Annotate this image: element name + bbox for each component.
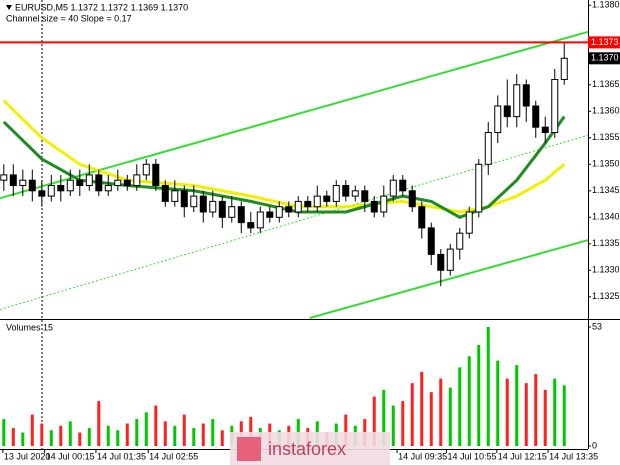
candle-body xyxy=(332,185,340,202)
candle-body xyxy=(9,174,17,186)
candle-body xyxy=(95,174,103,192)
moving-average xyxy=(2,99,566,214)
candle-body xyxy=(199,195,207,213)
candle-body xyxy=(19,179,27,186)
y-tick-label: 1.1335 xyxy=(592,238,620,248)
candle-body xyxy=(209,200,217,213)
candle-body xyxy=(28,179,36,192)
x-tick-label: 14 Jul 10:55 xyxy=(447,451,496,461)
candle-body xyxy=(380,195,388,213)
candle-body xyxy=(427,227,435,255)
candle-body xyxy=(465,211,473,234)
level-label: 1.1373 xyxy=(591,37,619,47)
watermark-text: instaforex xyxy=(268,439,346,459)
candle-body xyxy=(38,190,46,197)
candle-body xyxy=(323,195,331,202)
candle-body xyxy=(85,174,93,186)
candle-body xyxy=(494,105,502,133)
candle-body xyxy=(171,190,179,202)
channel-line xyxy=(309,239,589,319)
candle-body xyxy=(142,163,150,176)
candle-body xyxy=(256,211,264,229)
candle-body xyxy=(522,84,530,107)
candle-body xyxy=(304,200,312,208)
volume-tick-label: 53 xyxy=(592,321,602,331)
candle-body xyxy=(513,84,521,118)
y-tick-label: 1.1380 xyxy=(592,0,620,10)
price-label: 1.1370 xyxy=(591,53,619,63)
x-tick-label: 14 Jul 00:15 xyxy=(46,451,95,461)
y-tick-label: 1.1350 xyxy=(592,159,620,169)
candle-body xyxy=(228,206,236,218)
candle-body xyxy=(503,105,511,118)
candle-body xyxy=(275,206,283,218)
y-tick-label: 1.1345 xyxy=(592,185,620,195)
y-tick-label: 1.1360 xyxy=(592,106,620,116)
x-tick-label: 14 Jul 01:35 xyxy=(97,451,146,461)
candle-body xyxy=(294,200,302,213)
candle-body xyxy=(237,206,245,224)
volume-tick-label: 0 xyxy=(592,440,597,450)
candle-body xyxy=(114,179,122,186)
y-tick-label: 1.1330 xyxy=(592,265,620,275)
candle-body xyxy=(446,248,454,271)
candle-body xyxy=(247,222,255,229)
candle-body xyxy=(541,126,549,133)
candle-body xyxy=(551,79,559,133)
candle-body xyxy=(104,185,112,192)
candle-body xyxy=(47,185,55,197)
candle-body xyxy=(370,200,378,213)
x-tick-label: 14 Jul 02:55 xyxy=(149,451,198,461)
watermark: instaforex xyxy=(230,432,390,465)
watermark-logo xyxy=(237,437,261,461)
candle-body xyxy=(313,195,321,208)
y-tick-label: 1.1340 xyxy=(592,212,620,222)
candle-body xyxy=(351,190,359,197)
y-tick-label: 1.1325 xyxy=(592,291,620,301)
candle-body xyxy=(408,190,416,208)
x-tick-label: 14 Jul 12:15 xyxy=(498,451,547,461)
candle-body xyxy=(123,179,131,186)
candle-body xyxy=(57,185,65,192)
candle-body xyxy=(389,179,397,197)
candle-body xyxy=(190,195,198,208)
symbol-arrow xyxy=(6,5,12,10)
candle-body xyxy=(532,105,540,128)
candle-body xyxy=(0,174,8,181)
candle-body xyxy=(399,179,407,192)
candle-body xyxy=(560,57,568,80)
candle-body xyxy=(285,206,293,213)
candle-body xyxy=(76,179,84,186)
chart-title: EURUSD,M5 1.1372 1.1372 1.1369 1.1370 xyxy=(15,2,188,12)
candle-body xyxy=(133,174,141,186)
candle-body xyxy=(218,200,226,218)
y-tick-label: 1.1365 xyxy=(592,79,620,89)
x-tick-label: 14 Jul 09:35 xyxy=(398,451,447,461)
candle-body xyxy=(342,185,350,197)
x-tick-label: 13 Jul 2020 xyxy=(4,451,51,461)
candle-body xyxy=(456,232,464,250)
candle-body xyxy=(66,179,74,192)
candle-body xyxy=(180,190,188,208)
candle-body xyxy=(418,206,426,229)
level-label-box xyxy=(588,36,620,49)
x-tick-label: 14 Jul 13:35 xyxy=(549,451,598,461)
indicator-label: Channel size = 40 Slope = 0.17 xyxy=(6,13,132,23)
candle-body xyxy=(437,253,445,271)
volume-title: Volumes 15 xyxy=(6,322,53,332)
price-label-box xyxy=(588,52,620,65)
candle-body xyxy=(152,163,160,187)
candle-body xyxy=(266,211,274,218)
candle-body xyxy=(361,190,369,202)
candle-body xyxy=(484,132,492,165)
y-tick-label: 1.1355 xyxy=(592,132,620,142)
candle-body xyxy=(161,185,169,202)
candle-body xyxy=(475,163,483,213)
